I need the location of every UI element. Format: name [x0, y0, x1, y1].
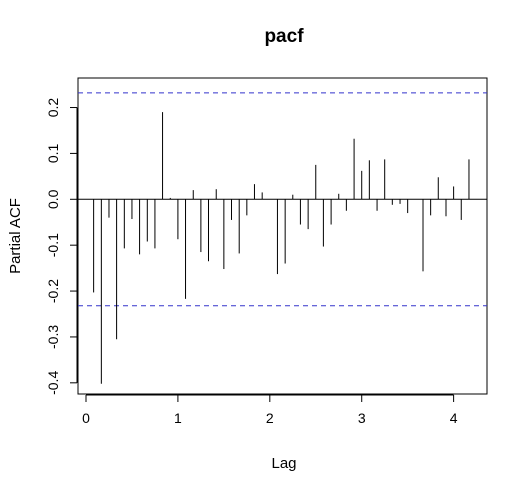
pacf-bars — [93, 112, 470, 384]
y-tick-label: -0.4 — [45, 371, 61, 395]
x-tick-label: 4 — [450, 410, 458, 426]
y-tick-label: -0.2 — [45, 279, 61, 303]
y-axis-label: Partial ACF — [7, 198, 24, 274]
x-tick-label: 0 — [82, 410, 90, 426]
x-tick-label: 1 — [174, 410, 182, 426]
y-tick-label: 0.2 — [45, 98, 61, 118]
x-axis-label: Lag — [271, 455, 296, 472]
x-tick-label: 2 — [266, 410, 274, 426]
x-axis: 0 1 2 3 4 — [82, 394, 458, 426]
x-tick-label: 3 — [358, 410, 366, 426]
plot-frame — [77, 77, 488, 395]
chart-title: pacf — [264, 26, 304, 47]
y-tick-label: -0.1 — [45, 233, 61, 257]
y-tick-label: 0.1 — [45, 143, 61, 163]
y-tick-label: -0.3 — [45, 325, 61, 349]
y-tick-label: 0.0 — [45, 189, 61, 209]
y-axis: -0.4 -0.3 -0.2 -0.1 0.0 0.1 0.2 — [45, 98, 78, 395]
